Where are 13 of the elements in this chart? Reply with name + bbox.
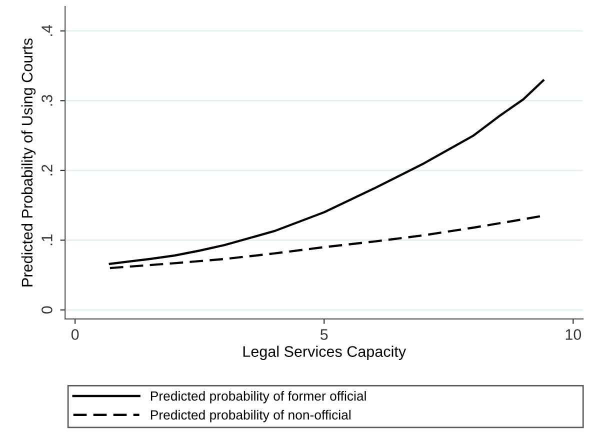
y-tick-label: .1 — [42, 234, 52, 246]
legend-label: Predicted probability of former official — [150, 391, 366, 404]
x-tick-label: 10 — [566, 329, 582, 340]
y-tick-label: .2 — [42, 164, 52, 176]
y-tick-label: .4 — [42, 25, 52, 36]
y-tick-label: 0 — [42, 306, 52, 314]
x-tick-label: 5 — [320, 329, 328, 340]
y-axis-title: Predicted Probability of Using Courts — [21, 38, 36, 286]
x-axis-title: Legal Services Capacity — [243, 346, 406, 360]
legend-label: Predicted probability of non-official — [150, 410, 350, 422]
line-series — [108, 79, 544, 265]
x-tick-label: 0 — [71, 329, 79, 340]
y-tick-label: .3 — [42, 94, 52, 106]
